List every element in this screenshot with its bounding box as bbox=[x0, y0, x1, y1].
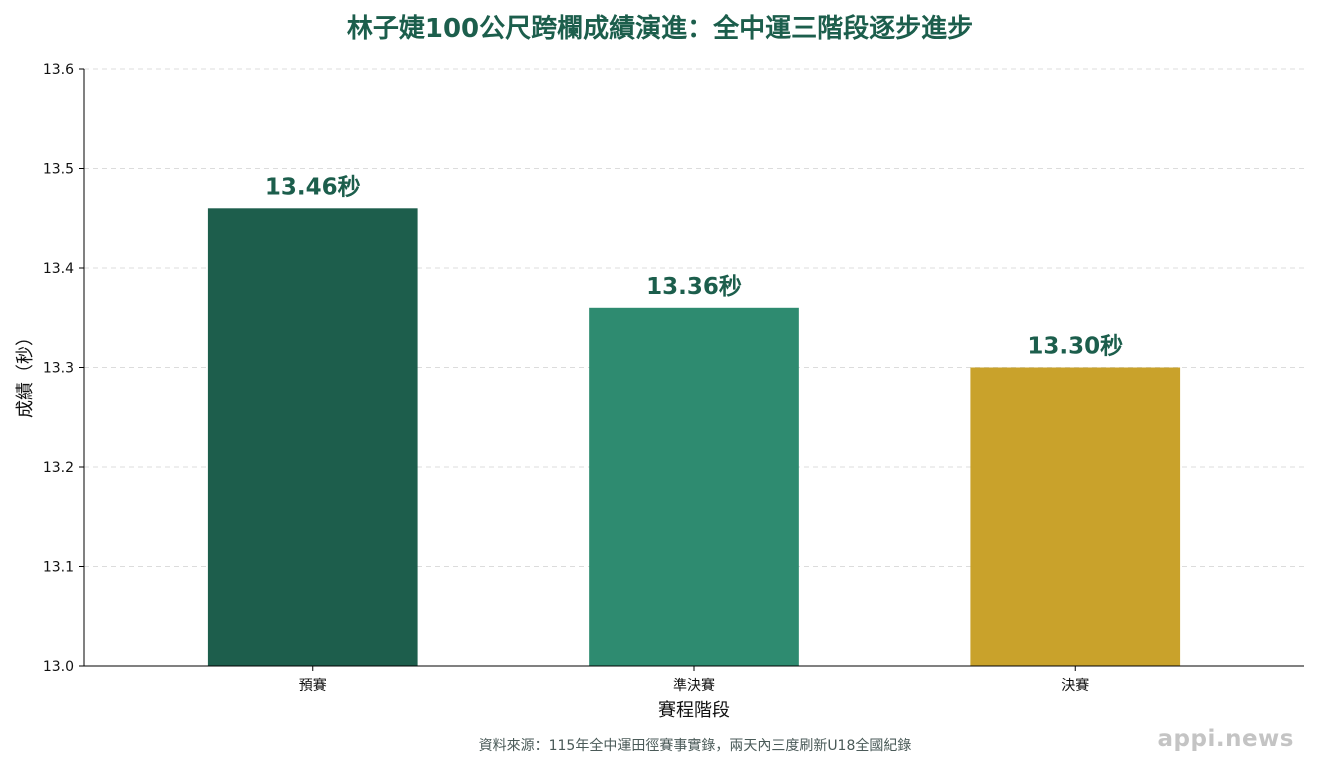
bar bbox=[589, 307, 799, 666]
y-tick-label: 13.4 bbox=[43, 261, 74, 277]
bar bbox=[970, 367, 1181, 666]
bars bbox=[207, 208, 1181, 667]
y-tick-label: 13.0 bbox=[43, 659, 74, 675]
bar bbox=[207, 208, 418, 667]
y-tick-label: 13.5 bbox=[43, 162, 74, 178]
chart-title: 林子婕100公尺跨欄成績演進：全中運三階段逐步進步 bbox=[346, 14, 974, 44]
y-tick-label: 13.3 bbox=[43, 361, 74, 377]
bar-value-label: 13.46秒 bbox=[265, 174, 361, 200]
x-tick-label: 準決賽 bbox=[673, 677, 715, 694]
x-tick-label: 預賽 bbox=[299, 677, 327, 694]
y-tick-label: 13.6 bbox=[43, 62, 74, 78]
y-axis-label: 成績（秒） bbox=[15, 328, 36, 418]
watermark: appi.news bbox=[1157, 726, 1294, 752]
data-labels: 13.46秒 13.36秒 13.30秒 bbox=[265, 174, 1123, 359]
x-axis-label: 賽程階段 bbox=[658, 699, 730, 721]
bar-value-label: 13.36秒 bbox=[646, 274, 742, 300]
source-note: 資料來源：115年全中運田徑賽事實錄，兩天內三度刷新U18全國紀錄 bbox=[478, 738, 912, 754]
y-tick-label: 13.1 bbox=[43, 560, 74, 576]
y-ticks: 13.0 13.1 13.2 13.3 13.4 13.5 13.6 bbox=[43, 62, 84, 675]
x-ticks: 預賽 準決賽 決賽 bbox=[299, 666, 1089, 694]
y-tick-label: 13.2 bbox=[43, 460, 74, 476]
bar-value-label: 13.30秒 bbox=[1027, 334, 1123, 360]
x-tick-label: 決賽 bbox=[1061, 677, 1089, 694]
